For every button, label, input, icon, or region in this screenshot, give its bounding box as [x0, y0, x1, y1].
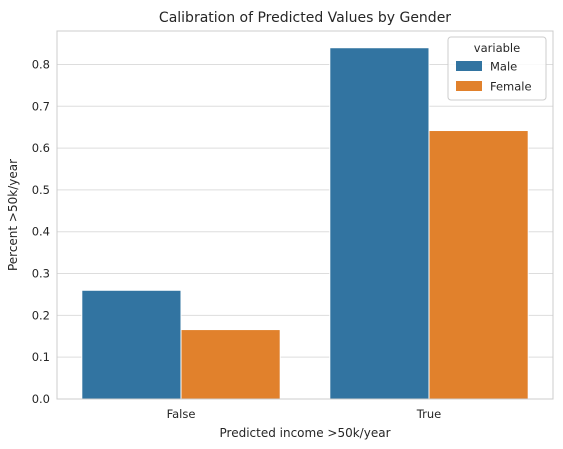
bar-male-false — [81, 289, 182, 400]
x-tick-label: True — [416, 407, 441, 421]
y-tick-label: 0.1 — [32, 350, 50, 364]
y-axis-label: Percent >50k/year — [6, 159, 20, 271]
legend-title: variable — [474, 41, 520, 55]
bar-male-true — [329, 47, 430, 400]
y-tick-labels: 0.0 0.1 0.2 0.3 0.4 0.5 0.6 0.7 0.8 — [32, 57, 50, 406]
y-tick-label: 0.2 — [32, 308, 50, 322]
legend-label-female: Female — [490, 80, 532, 94]
y-tick-label: 0.7 — [32, 99, 50, 113]
x-tick-label: False — [167, 407, 196, 421]
y-tick-label: 0.4 — [32, 225, 50, 239]
y-tick-label: 0.0 — [32, 392, 50, 406]
y-tick-label: 0.3 — [32, 267, 50, 281]
bar-female-false — [180, 329, 281, 400]
bars — [81, 47, 529, 400]
legend-label-male: Male — [490, 60, 517, 74]
x-tick-labels: False True — [167, 407, 442, 421]
legend: variable Male Female — [447, 36, 547, 101]
legend-entries: Male Female — [456, 60, 532, 94]
y-tick-label: 0.5 — [32, 183, 50, 197]
y-tick-label: 0.6 — [32, 141, 50, 155]
bar-female-true — [428, 130, 529, 400]
y-tick-label: 0.8 — [32, 57, 50, 71]
x-axis-label: Predicted income >50k/year — [220, 426, 391, 440]
chart-title: Calibration of Predicted Values by Gende… — [159, 10, 451, 26]
legend-swatch-male — [456, 61, 482, 71]
legend-swatch-female — [456, 81, 482, 91]
plot-frame — [56, 30, 554, 400]
